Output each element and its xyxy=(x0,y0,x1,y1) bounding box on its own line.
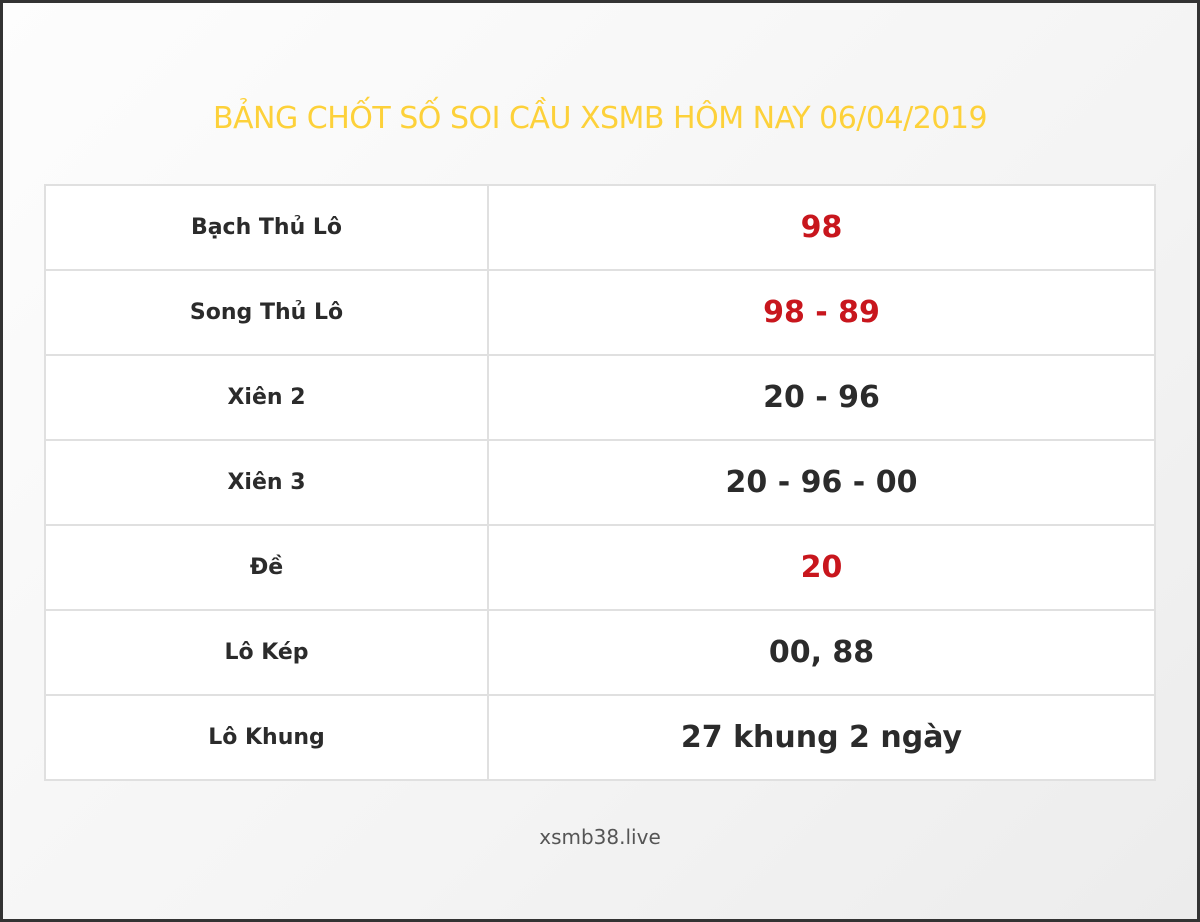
row-label: Song Thủ Lô xyxy=(44,269,489,356)
row-value: 98 xyxy=(487,184,1156,271)
row-value: 20 xyxy=(487,524,1156,611)
row-label: Xiên 2 xyxy=(44,354,489,441)
row-value: 00, 88 xyxy=(487,609,1156,696)
row-label: Bạch Thủ Lô xyxy=(44,184,489,271)
row-value: 20 - 96 - 00 xyxy=(487,439,1156,526)
row-value: 27 khung 2 ngày xyxy=(487,694,1156,781)
row-value: 20 - 96 xyxy=(487,354,1156,441)
site-footer: xsmb38.live xyxy=(539,825,661,849)
table-row: Lô Kép 00, 88 xyxy=(44,609,1156,696)
table-row: Xiên 3 20 - 96 - 00 xyxy=(44,439,1156,526)
table-row: Song Thủ Lô 98 - 89 xyxy=(44,269,1156,356)
table-row: Xiên 2 20 - 96 xyxy=(44,354,1156,441)
table-row: Lô Khung 27 khung 2 ngày xyxy=(44,694,1156,781)
table-row: Đề 20 xyxy=(44,524,1156,611)
row-value: 98 - 89 xyxy=(487,269,1156,356)
row-label: Xiên 3 xyxy=(44,439,489,526)
row-label: Lô Kép xyxy=(44,609,489,696)
row-label: Đề xyxy=(44,524,489,611)
row-label: Lô Khung xyxy=(44,694,489,781)
page-title: BẢNG CHỐT SỐ SOI CẦU XSMB HÔM NAY 06/04/… xyxy=(212,101,988,136)
table-row: Bạch Thủ Lô 98 xyxy=(44,184,1156,271)
